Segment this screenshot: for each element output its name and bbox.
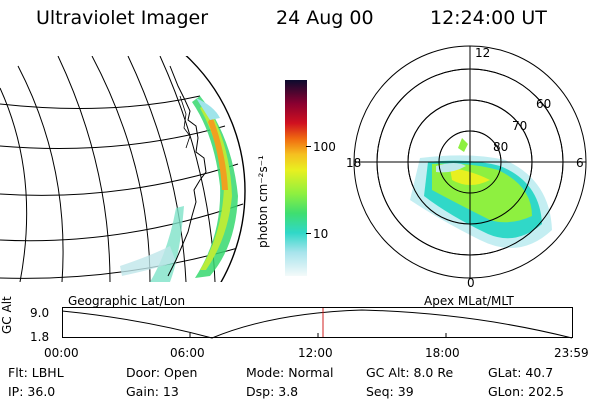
time-label: 12:24:00 UT — [430, 7, 547, 29]
info-glon: GLon: 202.5 — [488, 384, 564, 399]
instrument-title: Ultraviolet Imager — [36, 7, 209, 29]
geographic-caption: Geographic Lat/Lon — [68, 294, 186, 308]
aurora-emission-geo — [120, 96, 238, 282]
info-door: Door: Open — [126, 365, 198, 380]
polar-plot — [353, 45, 587, 279]
orbit-y-label: GC Alt — [0, 296, 14, 334]
orbit-x-tick-end: 23:59 — [554, 346, 589, 360]
colorbar — [285, 80, 307, 276]
date-label: 24 Aug 00 — [276, 7, 374, 29]
orbit-x-tick-12: 12:00 — [298, 346, 333, 360]
info-dsp: Dsp: 3.8 — [246, 384, 299, 399]
info-gain: Gain: 13 — [126, 384, 179, 399]
info-seq: Seq: 39 — [366, 384, 414, 399]
lat-label-60: 60 — [536, 97, 552, 111]
info-glat: GLat: 40.7 — [488, 365, 554, 380]
mlt-label-6: 6 — [576, 156, 584, 170]
mlt-label-12: 12 — [475, 46, 491, 60]
mlt-label-0: 0 — [467, 276, 475, 290]
orbit-altitude-plot — [62, 307, 573, 339]
colorbar-tick-10: 10 — [313, 227, 329, 241]
orbit-x-tick-0: 00:00 — [44, 346, 79, 360]
orbit-y-tick-9: 9.0 — [30, 306, 50, 320]
orbit-x-tick-6: 06:00 — [170, 346, 205, 360]
colorbar-tick-100: 100 — [313, 140, 336, 154]
info-gc-alt: GC Alt: 8.0 Re — [366, 365, 454, 380]
info-mode: Mode: Normal — [246, 365, 334, 380]
orbit-x-tick-18: 18:00 — [425, 346, 460, 360]
coastline — [167, 65, 207, 277]
lat-label-80: 80 — [493, 140, 509, 154]
orbit-y-tick-1-8: 1.8 — [30, 330, 50, 344]
info-ip: IP: 36.0 — [8, 384, 56, 399]
apex-caption: Apex MLat/MLT — [424, 294, 514, 308]
info-flt: Flt: LBHL — [8, 365, 64, 380]
mlt-label-18: 18 — [346, 156, 362, 170]
geographic-map — [0, 56, 246, 282]
altitude-curve — [62, 309, 573, 339]
aurora-emission-polar — [410, 138, 552, 248]
colorbar-label: photon cm⁻²s⁻¹ — [256, 155, 270, 248]
lat-label-70: 70 — [512, 119, 528, 133]
